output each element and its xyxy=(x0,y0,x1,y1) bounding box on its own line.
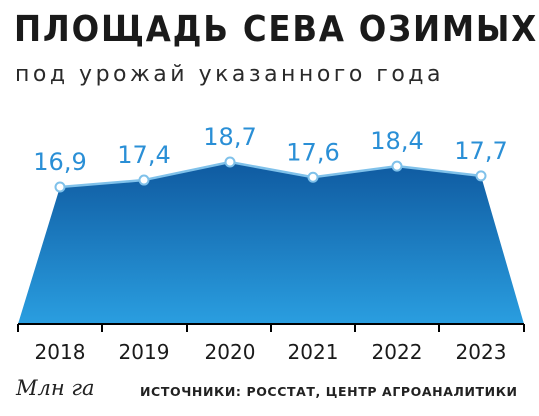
data-label: 18,7 xyxy=(203,123,256,151)
source-note: ИСТОЧНИКИ: РОССТАТ, ЦЕНТР АГРОАНАЛИТИКИ xyxy=(140,384,518,399)
data-point xyxy=(138,174,150,186)
x-tick-label: 2019 xyxy=(119,340,170,364)
series-line xyxy=(59,160,482,189)
data-label: 18,4 xyxy=(370,127,423,155)
data-point xyxy=(391,160,403,172)
data-point xyxy=(307,171,319,183)
data-point xyxy=(54,181,66,193)
area-fill xyxy=(18,162,524,324)
chart-subtitle: под урожай указанного года xyxy=(15,62,445,87)
data-point xyxy=(475,170,487,182)
data-label: 17,4 xyxy=(117,141,170,169)
data-label: 17,6 xyxy=(286,138,339,166)
data-label: 16,9 xyxy=(33,148,86,176)
data-point xyxy=(224,156,236,168)
data-label: 17,7 xyxy=(454,137,507,165)
chart-title: ПЛОЩАДЬ СЕВА ОЗИМЫХ xyxy=(14,9,539,50)
x-tick-label: 2021 xyxy=(288,340,339,364)
x-tick-label: 2018 xyxy=(35,340,86,364)
x-tick-label: 2020 xyxy=(205,340,256,364)
x-tick-label: 2022 xyxy=(372,340,423,364)
unit-label: Млн га xyxy=(16,376,95,400)
x-tick-label: 2023 xyxy=(456,340,507,364)
